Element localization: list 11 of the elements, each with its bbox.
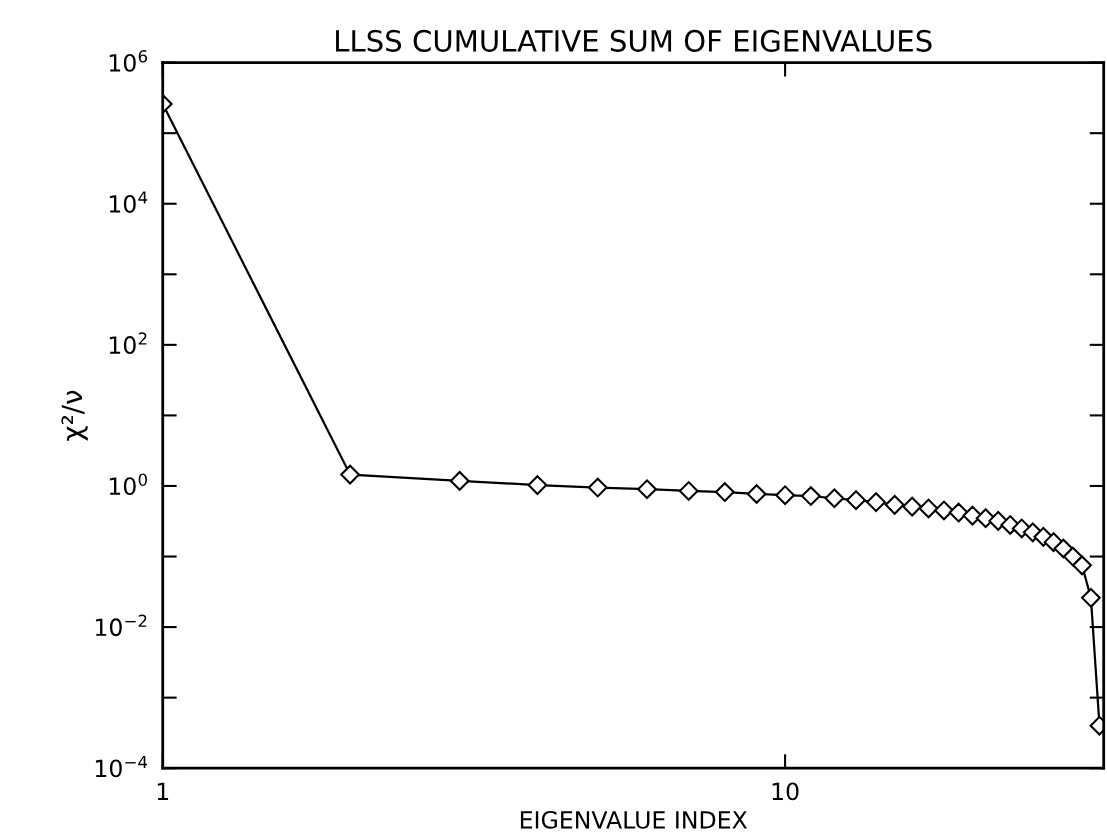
y-axis-title: χ²/ν [61, 390, 88, 441]
y-tick-label: 10$^{4}$ [109, 191, 148, 213]
x-tick-label: 1 [157, 782, 169, 801]
y-tick-label: 10$^{−4}$ [95, 755, 148, 778]
chart-title: LLSS CUMULATIVE SUM OF EIGENVALUES [336, 29, 932, 52]
y-tick-label: 10$^{−2}$ [95, 614, 147, 637]
x-tick-label: 10 [772, 782, 799, 801]
y-tick-label: 10$^{6}$ [109, 50, 148, 72]
y-tick-label: 10$^{0}$ [109, 473, 147, 496]
x-axis-title: EIGENVALUE INDEX [520, 810, 748, 829]
y-tick-label: 10$^{2}$ [109, 332, 147, 354]
